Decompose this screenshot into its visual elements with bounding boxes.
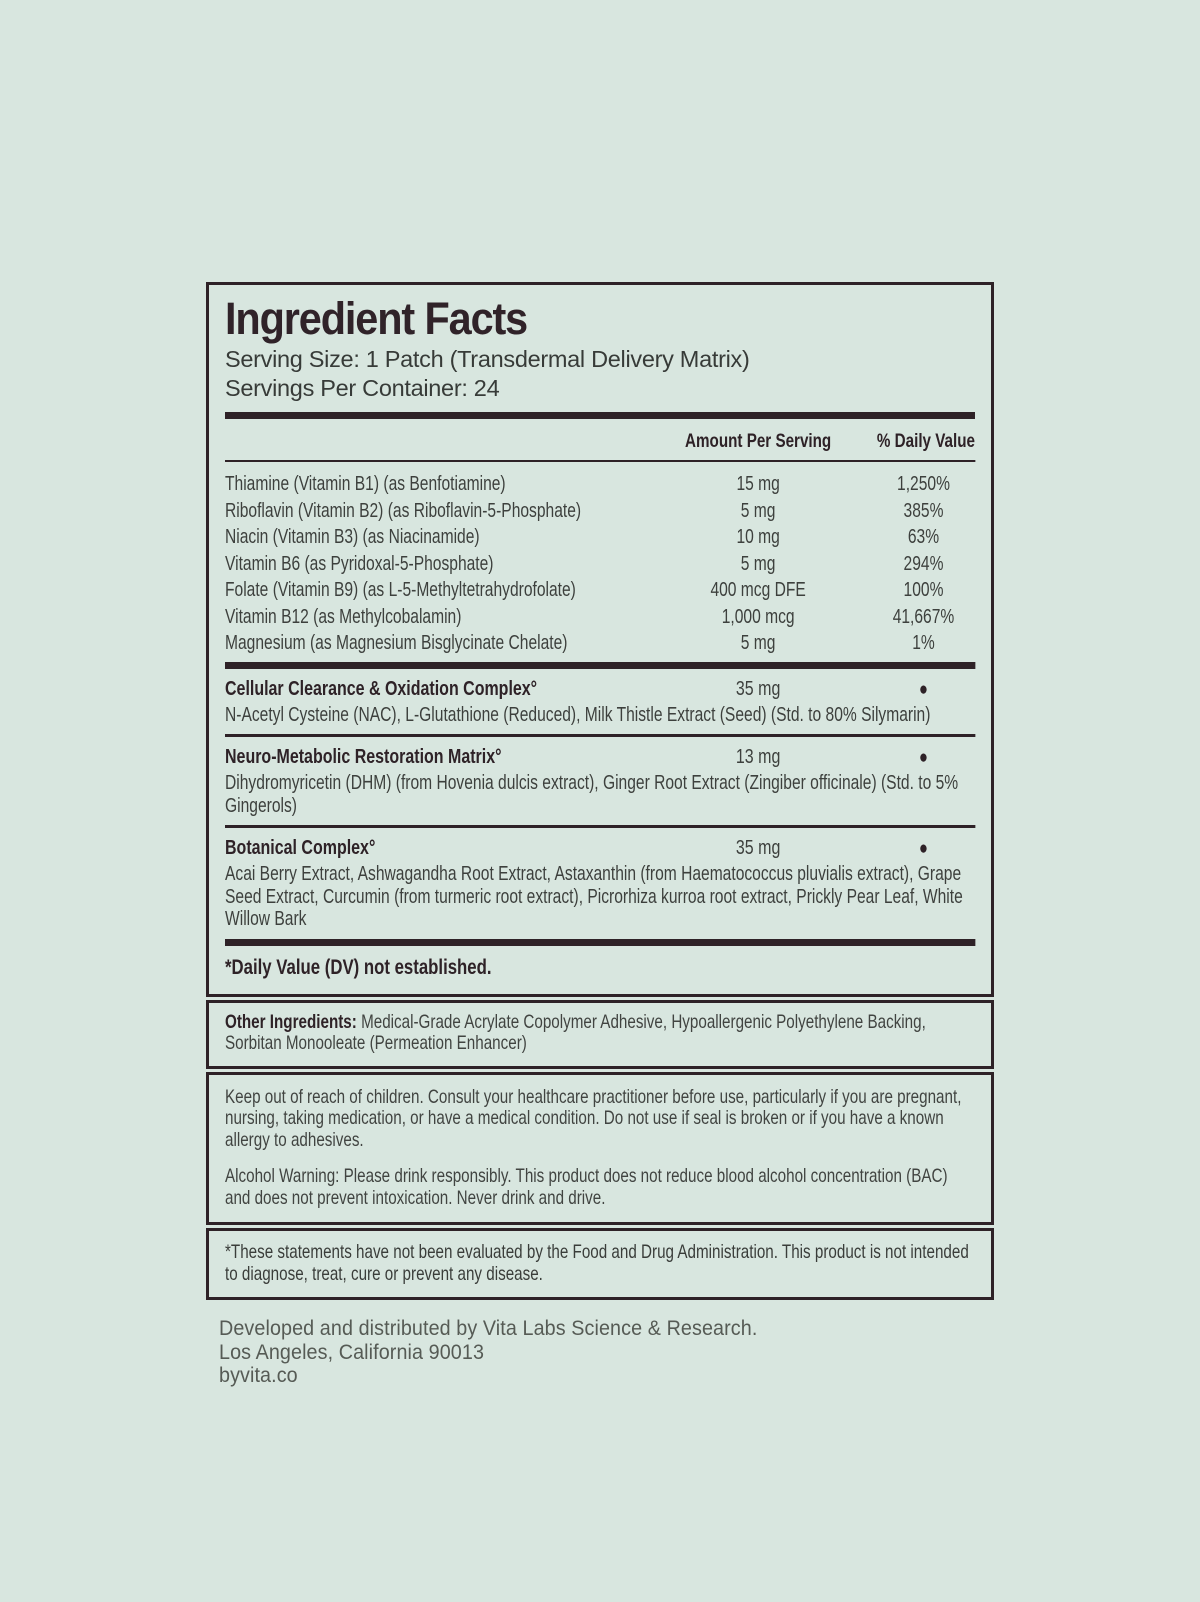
complex-amount: 35 mg (735, 676, 781, 700)
complex-section: Botanical Complex° 35 mg ● Acai Berry Ex… (225, 828, 975, 939)
label-title: Ingredient Facts (225, 293, 528, 344)
complex-section: Cellular Clearance & Oxidation Complex° … (225, 669, 975, 735)
nutrient-dv: 100% (903, 579, 944, 601)
nutrient-dv: 41,667% (892, 605, 955, 628)
facts-panel: Ingredient Facts Serving Size: 1 Patch (… (206, 282, 994, 997)
nutrient-dv: 385% (903, 499, 944, 522)
nutrient-amount: 5 mg (740, 499, 776, 522)
bullet-icon: ● (919, 838, 928, 859)
other-ingredients-text: Other Ingredients: Medical-Grade Acrylat… (225, 1010, 975, 1055)
divider-medium (225, 825, 975, 828)
complex-header-row: Neuro-Metabolic Restoration Matrix° 13 m… (225, 744, 975, 771)
nutrient-name: Niacin (Vitamin B3) (as Niacinamide) (225, 526, 480, 548)
complex-amount: 13 mg (735, 745, 781, 768)
divider-thick-top (225, 412, 975, 419)
table-row: Vitamin B6 (as Pyridoxal-5-Phosphate) 5 … (225, 551, 975, 578)
table-row: Niacin (Vitamin B3) (as Niacinamide) 10 … (225, 524, 975, 551)
serving-size: Serving Size: 1 Patch (Transdermal Deliv… (225, 346, 750, 372)
nutrient-rows: Thiamine (Vitamin B1) (as Benfotiamine) … (225, 462, 975, 662)
table-row: Magnesium (as Magnesium Bisglycinate Che… (225, 630, 975, 657)
nutrient-name: Magnesium (as Magnesium Bisglycinate Che… (225, 632, 568, 654)
nutrient-name: Folate (Vitamin B9) (as L-5-Methyltetrah… (225, 579, 576, 601)
divider-medium (225, 734, 975, 737)
complex-header-row: Cellular Clearance & Oxidation Complex° … (225, 676, 975, 703)
nutrient-name: Vitamin B12 (as Methylcobalamin) (225, 605, 462, 628)
nutrient-dv: 294% (903, 552, 944, 575)
nutrient-amount: 5 mg (740, 632, 776, 654)
complex-header-row: Botanical Complex° 35 mg ● (225, 835, 975, 862)
header-amount-per-serving: Amount Per Serving (685, 430, 832, 452)
divider-thick-complex (225, 661, 975, 669)
footer-developer: Developed and distributed by Vita Labs S… (219, 1317, 758, 1340)
fda-disclaimer-text: *These statements have not been evaluate… (225, 1241, 969, 1285)
complex-section: Neuro-Metabolic Restoration Matrix° 13 m… (225, 737, 975, 825)
divider-under-header (225, 460, 975, 462)
nutrient-name: Thiamine (Vitamin B1) (as Benfotiamine) (225, 473, 506, 495)
nutrient-dv: 1% (912, 632, 935, 654)
complex-name: Botanical Complex° (225, 836, 376, 859)
header-daily-value: % Daily Value (876, 430, 975, 452)
nutrient-dv: 63% (907, 526, 940, 548)
footer-address: Los Angeles, California 90013 (219, 1340, 485, 1364)
footer-website: byvita.co (219, 1364, 298, 1387)
table-row: Vitamin B12 (as Methylcobalamin) 1,000 m… (225, 604, 975, 631)
nutrient-name: Riboflavin (Vitamin B2) (as Riboflavin-5… (225, 499, 582, 522)
warnings-panel: Keep out of reach of children. Consult y… (206, 1071, 994, 1225)
daily-value-note: *Daily Value (DV) not established. (225, 954, 492, 979)
table-row: Thiamine (Vitamin B1) (as Benfotiamine) … (225, 471, 975, 498)
nutrient-amount: 15 mg (736, 473, 780, 495)
fda-disclaimer-panel: *These statements have not been evaluate… (206, 1228, 994, 1300)
divider-thick-bottom (225, 938, 975, 946)
other-ingredients-panel: Other Ingredients: Medical-Grade Acrylat… (206, 999, 994, 1069)
other-ingredients-list: Medical-Grade Acrylate Copolymer Adhesiv… (225, 1010, 926, 1054)
table-row: Folate (Vitamin B9) (as L-5-Methyltetrah… (225, 577, 975, 604)
nutrient-amount: 1,000 mcg (721, 605, 795, 628)
ingredient-facts-label: Ingredient Facts Serving Size: 1 Patch (… (206, 282, 994, 1388)
bullet-icon: ● (919, 747, 928, 768)
facts-table: Amount Per Serving % Daily Value Thiamin… (225, 419, 975, 986)
nutrient-amount: 5 mg (740, 552, 776, 575)
footer: Developed and distributed by Vita Labs S… (206, 1303, 994, 1388)
complex-amount: 35 mg (735, 836, 781, 859)
table-row: Riboflavin (Vitamin B2) (as Riboflavin-5… (225, 498, 975, 525)
bullet-icon: ● (919, 678, 928, 700)
table-header-row: Amount Per Serving % Daily Value (225, 419, 975, 460)
warnings-text-wrap: Keep out of reach of children. Consult y… (225, 1085, 975, 1210)
nutrient-amount: 10 mg (736, 526, 780, 548)
complex-ingredients: Dihydromyricetin (DHM) (from Hovenia dul… (225, 772, 959, 817)
complex-ingredients: N-Acetyl Cysteine (NAC), L-Glutathione (… (225, 703, 931, 726)
nutrient-dv: 1,250% (897, 473, 950, 495)
other-ingredients-label: Other Ingredients: (225, 1010, 357, 1033)
servings-per-container: Servings Per Container: 24 (225, 374, 500, 401)
complex-name: Neuro-Metabolic Restoration Matrix° (225, 745, 502, 768)
nutrient-amount: 400 mcg DFE (710, 579, 806, 601)
alcohol-warning: Alcohol Warning: Please drink responsibl… (225, 1165, 948, 1209)
complex-ingredients: Acai Berry Extract, Ashwagandha Root Ext… (225, 863, 963, 930)
children-warning: Keep out of reach of children. Consult y… (225, 1085, 962, 1151)
nutrient-name: Vitamin B6 (as Pyridoxal-5-Phosphate) (225, 552, 494, 575)
complex-name: Cellular Clearance & Oxidation Complex° (225, 676, 538, 700)
